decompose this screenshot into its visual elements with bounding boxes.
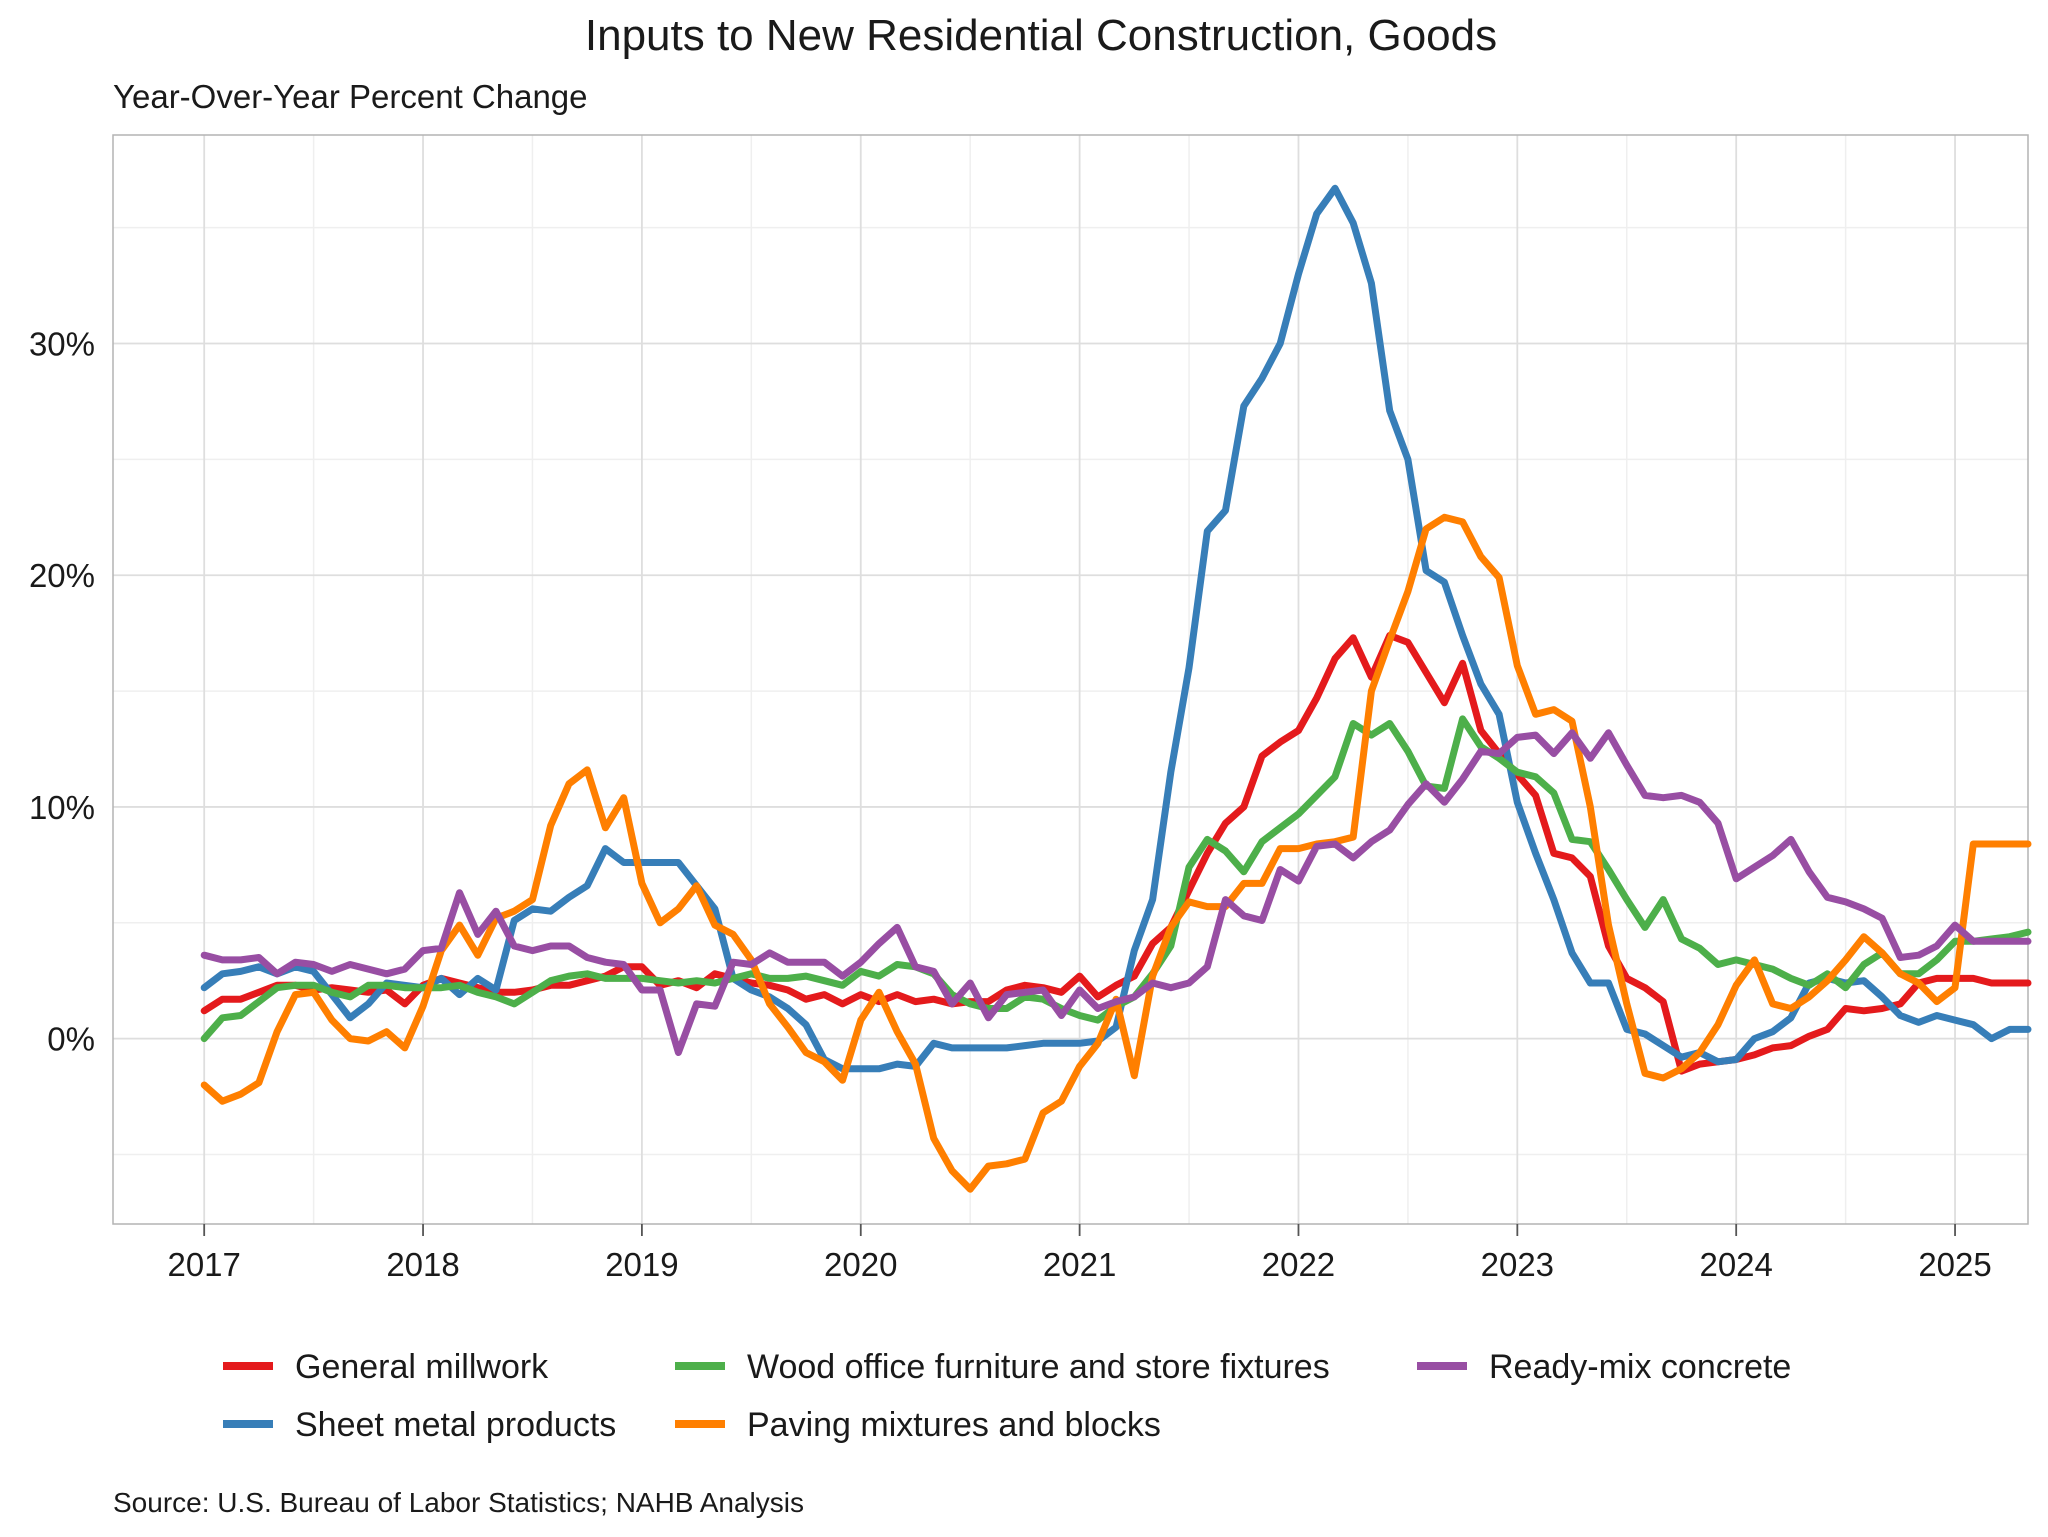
series-line [200, 715, 2032, 1043]
y-tick-label: 10% [29, 789, 95, 826]
y-tick-label: 0% [47, 1021, 95, 1058]
series-line [200, 184, 2032, 1073]
legend-label: Ready-mix concrete [1489, 1348, 1791, 1386]
chart-title: Inputs to New Residential Construction, … [585, 11, 1497, 60]
legend-label: Wood office furniture and store fixtures [747, 1348, 1330, 1386]
y-tick-label: 20% [29, 557, 95, 594]
chart-subtitle: Year-Over-Year Percent Change [113, 78, 588, 115]
chart-caption: Source: U.S. Bureau of Labor Statistics;… [113, 1487, 804, 1518]
series-lines [200, 184, 2032, 1193]
x-tick-label: 2017 [167, 1246, 240, 1283]
x-tick-label: 2019 [605, 1246, 678, 1283]
series-line [200, 729, 2032, 1056]
x-tick-label: 2021 [1043, 1246, 1116, 1283]
x-tick-label: 2024 [1699, 1246, 1772, 1283]
x-tick-label: 2022 [1262, 1246, 1335, 1283]
x-tick-label: 2025 [1918, 1246, 1991, 1283]
legend: General millwork Sheet metal products Wood… [223, 1348, 1791, 1444]
x-tick-label: 2018 [386, 1246, 459, 1283]
x-tick-label: 2023 [1481, 1246, 1554, 1283]
legend-label: General millwork [295, 1348, 549, 1386]
series-line [200, 513, 2032, 1193]
x-axis: 2017 2018 2019 2020 2021 2022 2023 2024 2025 [167, 1224, 1992, 1283]
plot-panel-border [112, 134, 2029, 1225]
y-axis: 0% 10% 20% 30% [29, 326, 95, 1058]
legend-label: Sheet metal products [295, 1406, 616, 1444]
legend-label: Paving mixtures and blocks [747, 1406, 1161, 1444]
y-tick-label: 30% [29, 326, 95, 363]
x-tick-label: 2020 [824, 1246, 897, 1283]
